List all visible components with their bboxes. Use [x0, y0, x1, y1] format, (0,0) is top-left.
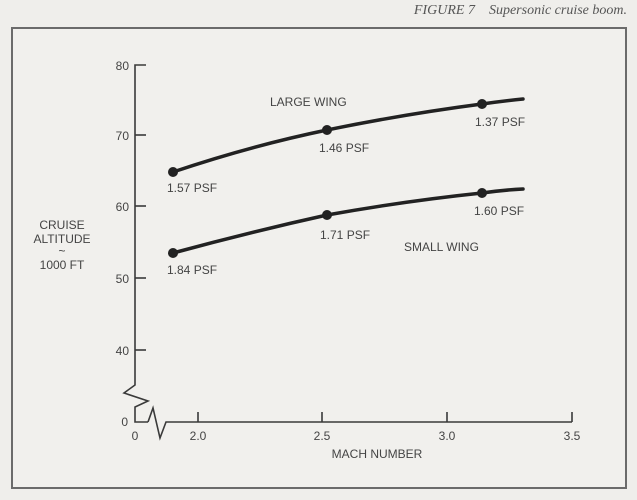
data-point: [322, 125, 332, 135]
svg-text:1000 FT: 1000 FT: [40, 258, 85, 272]
point-label: 1.46 PSF: [319, 141, 369, 155]
y-tick-50: 50: [116, 272, 130, 286]
x-tick-3-5: 3.5: [564, 429, 581, 443]
series-small-wing: [168, 187, 525, 258]
point-label: 1.71 PSF: [320, 228, 370, 242]
y-axis-title: CRUISE ALTITUDE ~ 1000 FT: [33, 218, 90, 272]
point-label: 1.84 PSF: [167, 263, 217, 277]
data-point: [168, 248, 178, 258]
y-tick-80: 80: [116, 59, 130, 73]
y-tick-40: 40: [116, 344, 130, 358]
point-label: 1.60 PSF: [474, 204, 524, 218]
data-point: [477, 188, 487, 198]
data-point: [168, 167, 178, 177]
x-tick-2-0: 2.0: [190, 429, 207, 443]
figure-caption: FIGURE 7 Supersonic cruise boom.: [413, 3, 627, 18]
point-label: 1.37 PSF: [475, 115, 525, 129]
data-point: [477, 99, 487, 109]
series-label-small-wing: SMALL WING: [404, 240, 479, 254]
y-tick-70: 70: [116, 129, 130, 143]
y-axis: [122, 64, 151, 423]
y-tick-0: 0: [121, 415, 128, 429]
x-axis-title: MACH NUMBER: [332, 447, 423, 461]
x-tick-3-0: 3.0: [439, 429, 456, 443]
x-tick-2-5: 2.5: [314, 429, 331, 443]
series-large-wing: [168, 97, 525, 177]
x-axis: [147, 405, 573, 441]
svg-text:CRUISE: CRUISE: [39, 218, 84, 232]
svg-text:~: ~: [58, 244, 65, 258]
figure-frame: [11, 27, 627, 489]
svg-text:ALTITUDE: ALTITUDE: [33, 232, 90, 246]
point-label: 1.57 PSF: [167, 181, 217, 195]
x-tick-0: 0: [132, 429, 139, 443]
series-label-large-wing: LARGE WING: [270, 95, 347, 109]
data-point: [322, 210, 332, 220]
y-tick-60: 60: [116, 200, 130, 214]
